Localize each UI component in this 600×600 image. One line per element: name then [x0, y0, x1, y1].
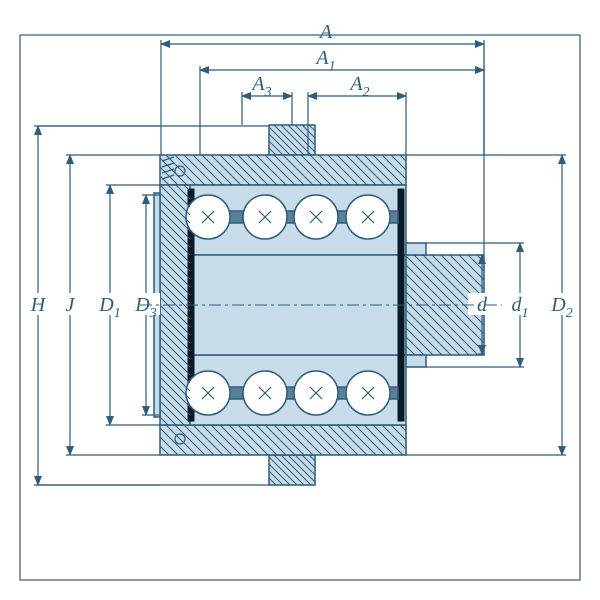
dim-label: H	[30, 294, 47, 316]
bearing-cross-section-diagram: AA1A3A2HJD1D3dd1D2	[0, 0, 600, 600]
dim-label: d	[477, 294, 488, 316]
dim-label: J	[66, 294, 76, 316]
dim-label: A	[318, 21, 333, 43]
